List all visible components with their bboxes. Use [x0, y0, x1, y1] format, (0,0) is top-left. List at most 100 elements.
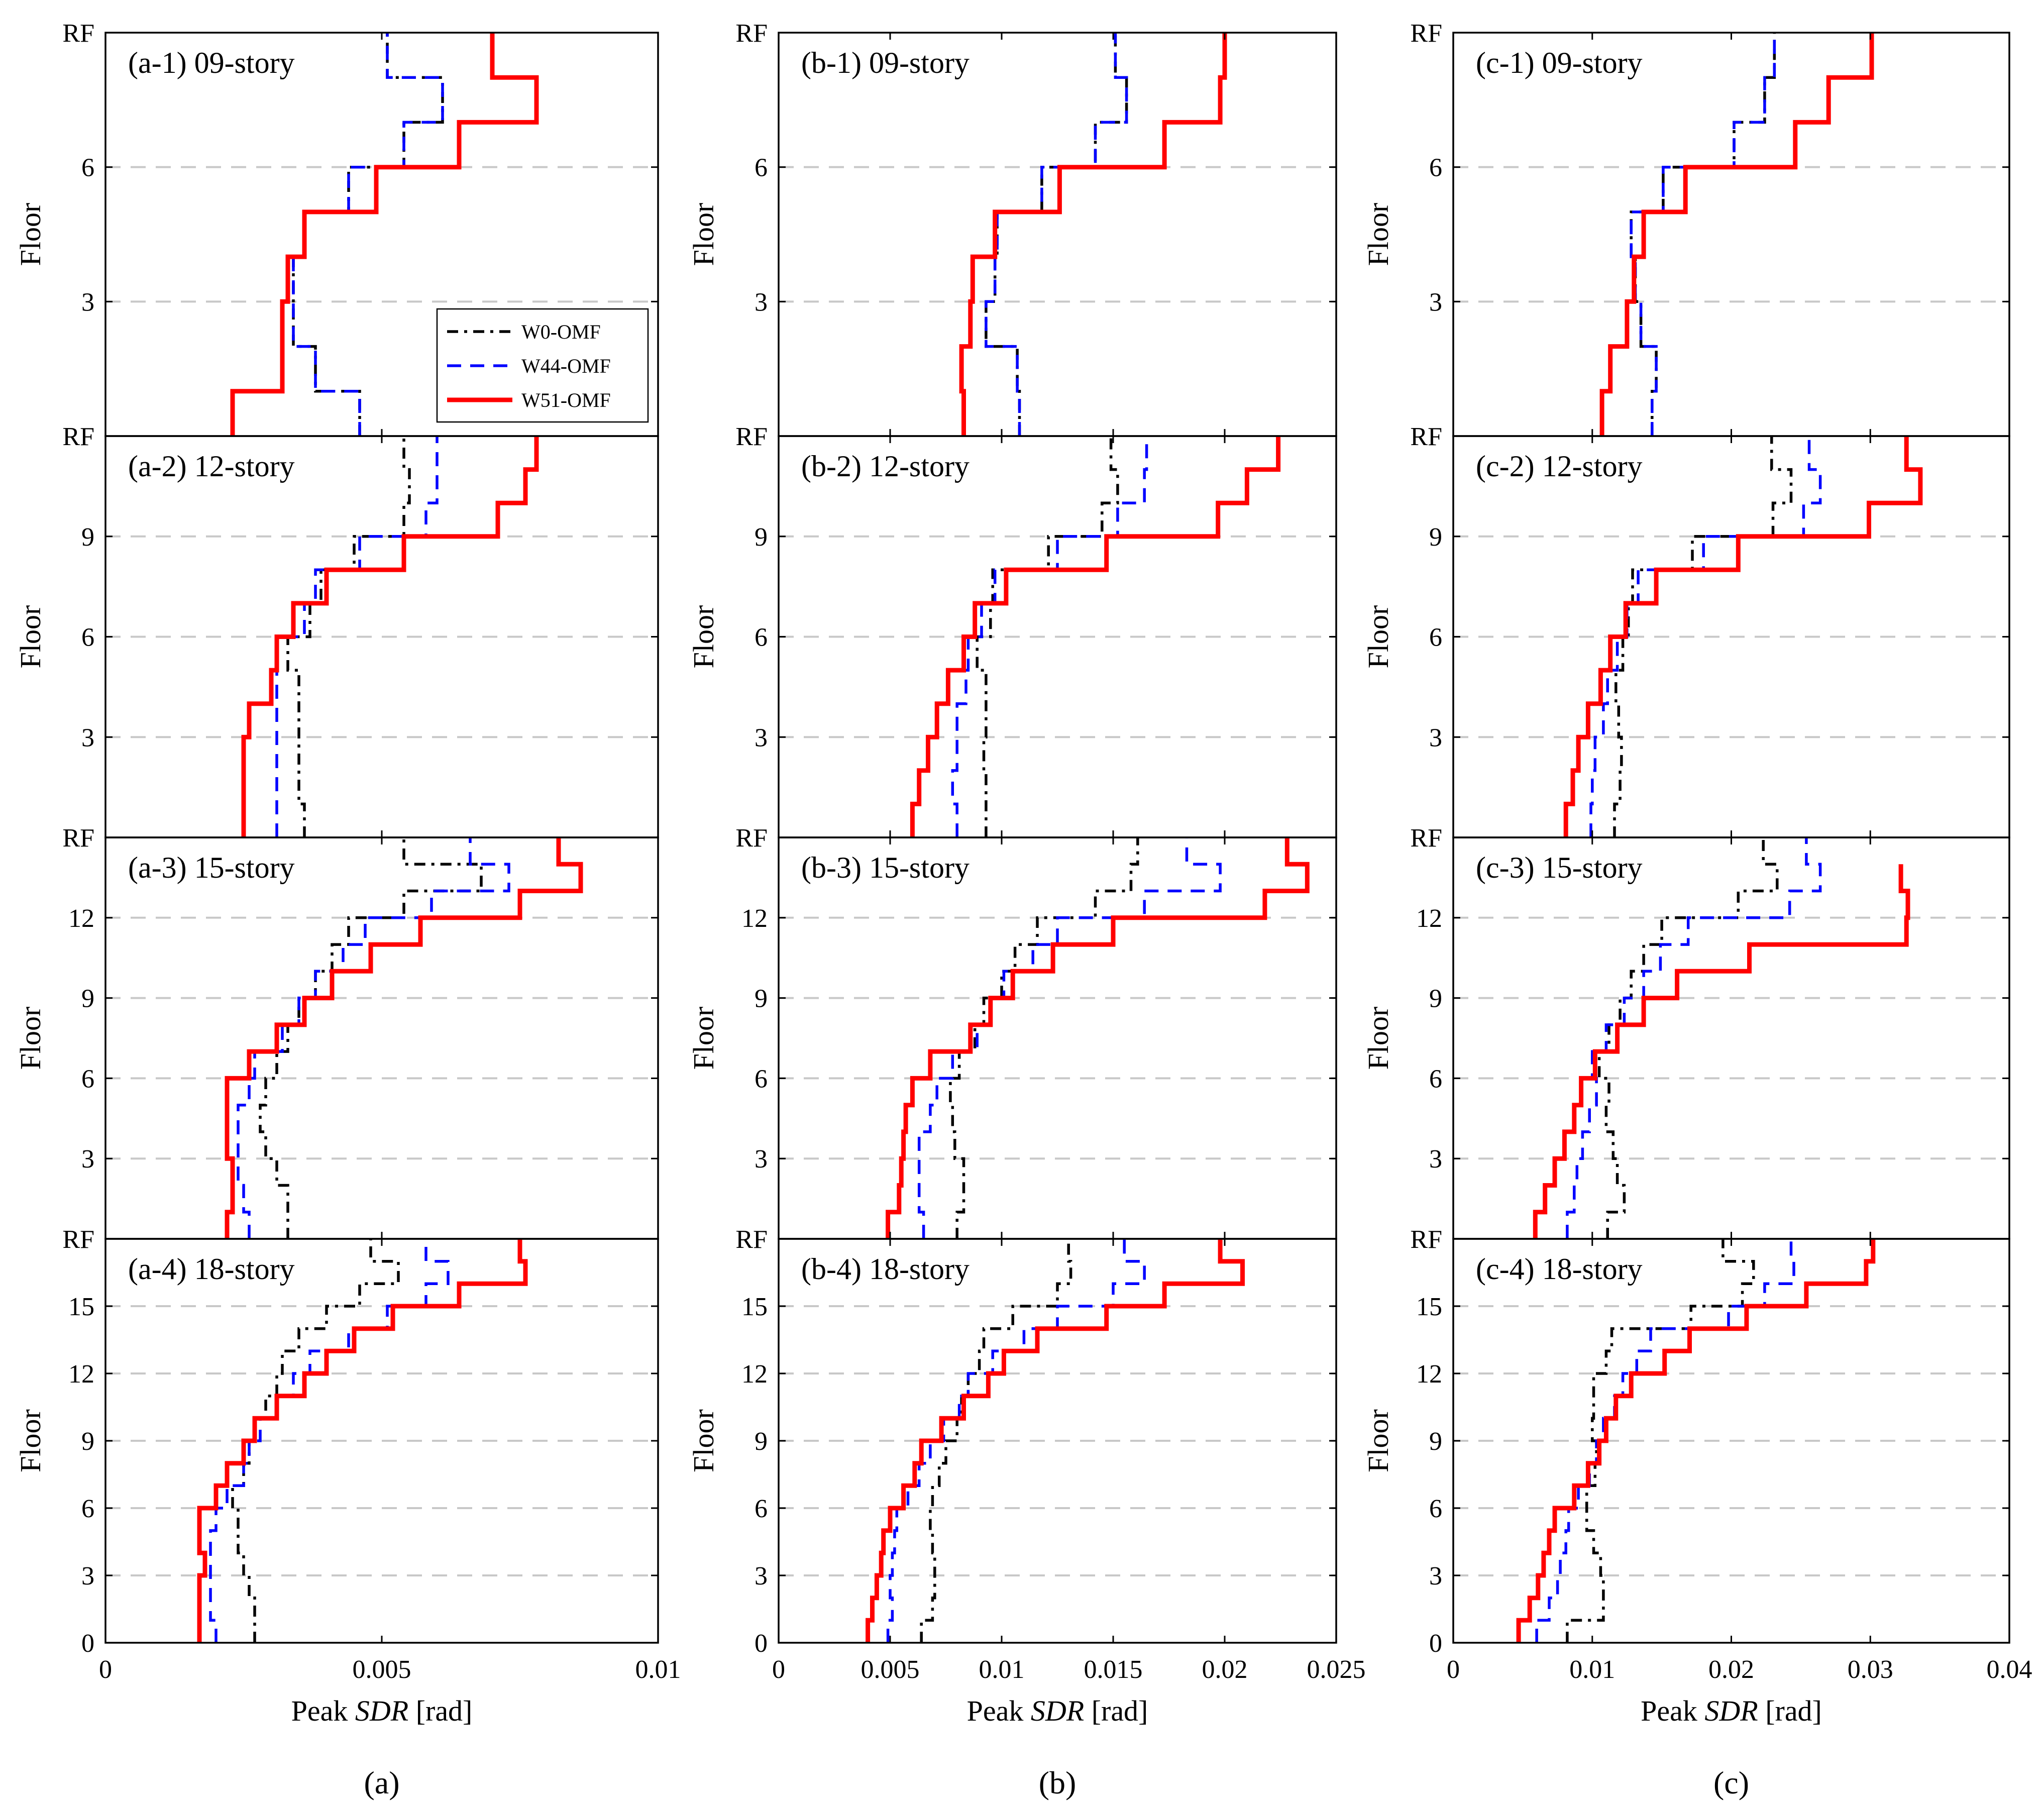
- column-caption: (a): [364, 1765, 399, 1800]
- series-w0-omf-c-1: [1630, 33, 1776, 436]
- y-tick-label: 9: [1429, 1427, 1442, 1456]
- y-tick-label: 3: [755, 1145, 768, 1174]
- x-tick-label: 0.005: [861, 1655, 920, 1684]
- y-tick-label: 3: [81, 288, 94, 316]
- series-w51-omf-c-2: [1563, 436, 1923, 837]
- y-tick-label: 9: [1429, 985, 1442, 1013]
- series-w51-omf-c-1: [1599, 33, 1874, 436]
- y-tick-label: 9: [755, 985, 768, 1013]
- y-tick-label: 6: [1429, 623, 1442, 652]
- y-tick-label: 9: [755, 1427, 768, 1456]
- y-tick-label: RF: [1410, 824, 1442, 853]
- y-tick-label: RF: [735, 824, 768, 853]
- y-tick-label: 6: [755, 1495, 768, 1523]
- panel-title: (c-4) 18-story: [1476, 1252, 1643, 1286]
- y-tick-label: 9: [81, 523, 94, 552]
- y-tick-label: 0: [81, 1629, 94, 1658]
- y-tick-label: 3: [81, 1562, 94, 1591]
- axes-box: [1452, 32, 2010, 437]
- y-tick-label: 0: [1429, 1629, 1442, 1658]
- y-tick-label: 9: [81, 985, 94, 1013]
- y-axis-label: Floor: [687, 1409, 720, 1472]
- y-tick-label: 12: [1416, 1360, 1442, 1389]
- series-w51-omf-b-4: [866, 1239, 1245, 1643]
- panel-a-4: 0 3 6 9 12 15 RF (a-4) 18-story Floor 0 0.005 0.01 P…: [14, 1225, 681, 1800]
- y-tick-label: 3: [755, 723, 768, 752]
- series-w51-omf-c-4: [1516, 1239, 1876, 1643]
- panel-title: (b-3) 15-story: [801, 851, 970, 884]
- x-tick-label: 0.01: [1569, 1655, 1615, 1684]
- y-tick-label: 6: [755, 1065, 768, 1093]
- x-tick-label: 0: [772, 1655, 785, 1684]
- series-w0-omf-b-2: [976, 436, 1119, 837]
- y-axis-label: Floor: [1362, 605, 1394, 669]
- axes-box: [778, 32, 1337, 437]
- x-axis-label: Peak SDR [rad]: [291, 1694, 473, 1727]
- panel-title: (c-1) 09-story: [1476, 46, 1643, 79]
- y-tick-label: 6: [1429, 1495, 1442, 1523]
- panel-title: (a-3) 15-story: [128, 851, 295, 884]
- y-tick-label: 6: [81, 623, 94, 652]
- y-tick-label: 6: [1429, 154, 1442, 182]
- series-w0-omf-a-2: [286, 436, 411, 837]
- y-axis-label: Floor: [1362, 1409, 1394, 1472]
- y-tick-label: 15: [68, 1293, 94, 1321]
- y-axis-label: Floor: [1362, 203, 1394, 266]
- x-tick-label: 0.03: [1848, 1655, 1893, 1684]
- panel-c-2: 3 6 9 RF (c-2) 12-story Floor: [1362, 422, 2010, 838]
- series-w51-omf-a-3: [225, 837, 583, 1239]
- panel-a-1: 3 6 RF (a-1) 09-story Floor W0-OMF W44-OMF W51-…: [14, 19, 659, 437]
- y-axis-label: Floor: [14, 1409, 47, 1472]
- series-w0-omf-c-3: [1597, 837, 1779, 1239]
- y-tick-label: 6: [755, 623, 768, 652]
- panel-b-3: 3 6 9 12 RF (b-3) 15-story Floor: [687, 824, 1337, 1240]
- series-w51-omf-b-2: [910, 436, 1281, 837]
- y-tick-label: 6: [81, 1495, 94, 1523]
- panel-title: (b-1) 09-story: [801, 46, 970, 79]
- y-axis-label: Floor: [687, 1007, 720, 1070]
- series-w51-omf-b-1: [959, 33, 1227, 436]
- series-w44-omf-b-1: [985, 33, 1128, 436]
- series-w44-omf-c-1: [1630, 33, 1776, 436]
- series-w51-omf-c-3: [1533, 864, 1910, 1239]
- x-tick-label: 0.04: [1987, 1655, 2032, 1684]
- x-tick-label: 0.01: [635, 1655, 681, 1684]
- x-axis-label: Peak SDR [rad]: [967, 1694, 1148, 1727]
- y-tick-label: 3: [81, 723, 94, 752]
- x-tick-label: 0.025: [1307, 1655, 1366, 1684]
- x-tick-label: 0.02: [1202, 1655, 1248, 1684]
- x-axis-label: Peak SDR [rad]: [1641, 1694, 1822, 1727]
- y-tick-label: 9: [81, 1427, 94, 1456]
- y-tick-label: RF: [62, 422, 94, 451]
- x-tick-label: 0: [1447, 1655, 1460, 1684]
- x-tick-label: 0.015: [1084, 1655, 1143, 1684]
- panel-a-3: 3 6 9 12 RF (a-3) 15-story Floor: [14, 824, 659, 1240]
- legend: W0-OMF W44-OMF W51-OMF: [436, 308, 649, 423]
- legend-label: W44-OMF: [521, 355, 611, 377]
- y-tick-label: 9: [755, 523, 768, 552]
- axes-box: [104, 836, 659, 1240]
- y-tick-label: RF: [1410, 19, 1442, 48]
- y-tick-label: 12: [741, 1360, 768, 1389]
- y-tick-label: 9: [1429, 523, 1442, 552]
- y-tick-label: RF: [1410, 1225, 1442, 1254]
- x-tick-label: 0.01: [979, 1655, 1025, 1684]
- panel-a-2: 3 6 9 RF (a-2) 12-story Floor: [14, 422, 659, 838]
- axes-box: [778, 836, 1337, 1240]
- y-tick-label: 0: [755, 1629, 768, 1658]
- panel-c-3: 3 6 9 12 RF (c-3) 15-story Floor: [1362, 824, 2010, 1240]
- series-w0-omf-b-1: [985, 33, 1128, 436]
- column-caption: (c): [1713, 1765, 1749, 1800]
- y-tick-label: 15: [741, 1293, 768, 1321]
- y-tick-label: 3: [1429, 1562, 1442, 1591]
- panel-title: (a-4) 18-story: [128, 1252, 295, 1286]
- y-tick-label: 6: [755, 154, 768, 182]
- y-tick-label: 12: [68, 1360, 94, 1389]
- y-tick-label: RF: [735, 422, 768, 451]
- panel-title: (a-1) 09-story: [128, 46, 295, 79]
- y-tick-label: 6: [1429, 1065, 1442, 1093]
- y-axis-label: Floor: [1362, 1007, 1394, 1070]
- series-w44-omf-b-3: [917, 837, 1222, 1239]
- y-tick-label: 6: [81, 154, 94, 182]
